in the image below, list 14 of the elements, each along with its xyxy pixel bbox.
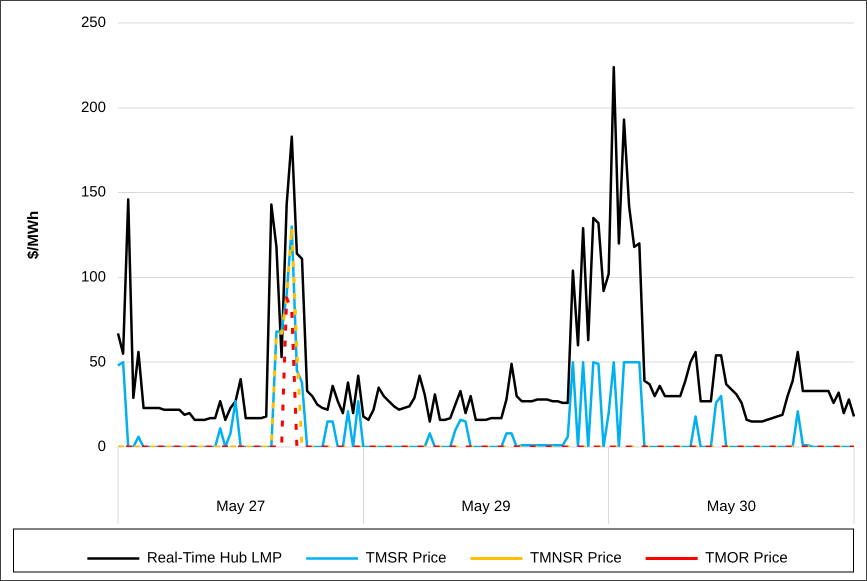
y-tick-label: 50 [89,353,106,370]
y-tick-label: 250 [80,14,106,32]
legend-label: TMSR Price [366,550,446,567]
y-tick-label: 200 [80,98,106,116]
y-tick-label: 150 [80,184,106,201]
x-tick-label: May 30 [706,498,756,516]
legend-label: TMOR Price [705,550,788,567]
x-tick-label: May 29 [461,498,511,516]
y-tick-label: 100 [80,268,106,286]
legend-label: Real-Time Hub LMP [146,550,282,567]
legend-label: TMNSR Price [530,550,622,567]
x-tick-label: May 27 [216,498,266,516]
y-axis-title: $/MWh [25,210,42,260]
y-tick-label: 0 [98,438,106,456]
